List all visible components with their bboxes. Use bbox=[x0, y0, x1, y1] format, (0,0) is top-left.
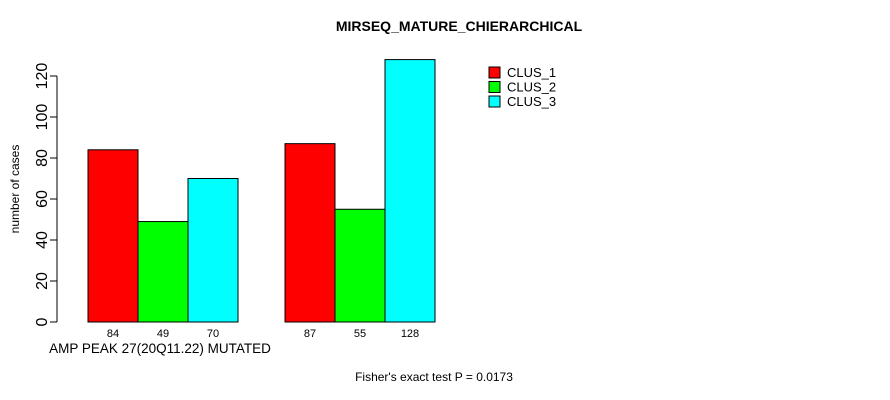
bar-CLUS_3-group1 bbox=[187, 178, 239, 323]
legend-label-CLUS_1: CLUS_1 bbox=[507, 65, 556, 80]
bar-value-label-CLUS_1-group2: 87 bbox=[304, 328, 316, 340]
bars-group bbox=[87, 59, 436, 323]
y-axis: 0 20 40 60 80 100 120 bbox=[34, 63, 58, 326]
chart-title: MIRSEQ_MATURE_CHIERARCHICAL bbox=[336, 18, 583, 34]
legend-label-CLUS_2: CLUS_2 bbox=[507, 80, 556, 95]
bar-CLUS_2-group1 bbox=[137, 221, 189, 323]
legend-label-CLUS_3: CLUS_3 bbox=[507, 94, 556, 109]
y-axis-tick-label: 80 bbox=[34, 149, 51, 167]
bar-value-label-CLUS_2-group1: 49 bbox=[157, 328, 169, 340]
y-axis-tick-label: 0 bbox=[34, 317, 51, 326]
legend-swatch-CLUS_3 bbox=[488, 95, 501, 108]
bar-CLUS_1-group2 bbox=[284, 143, 336, 323]
x-axis-label: AMP PEAK 27(20Q11.22) MUTATED bbox=[49, 341, 271, 356]
bar-value-label-CLUS_2-group2: 55 bbox=[354, 328, 366, 340]
legend-swatch-CLUS_1 bbox=[488, 66, 501, 79]
y-axis-tick-label: 40 bbox=[34, 231, 51, 249]
bar-value-labels: 84 87 49 55 70 128 bbox=[107, 328, 419, 340]
bar-value-label-CLUS_3-group1: 70 bbox=[207, 328, 219, 340]
y-axis-label: number of cases bbox=[8, 145, 22, 234]
y-axis-tick-label: 100 bbox=[34, 104, 51, 131]
y-axis-tick-label: 120 bbox=[34, 63, 51, 90]
bar-value-label-CLUS_1-group1: 84 bbox=[107, 328, 119, 340]
bar-CLUS_1-group1 bbox=[87, 149, 139, 323]
y-axis-tick-label: 20 bbox=[34, 272, 51, 290]
stat-annotation: Fisher's exact test P = 0.0173 bbox=[355, 370, 513, 384]
legend-swatch-CLUS_2 bbox=[488, 81, 501, 93]
y-axis-tick-label: 60 bbox=[34, 190, 51, 208]
bar-CLUS_3-group2 bbox=[384, 59, 436, 323]
bar-value-label-CLUS_3-group2: 128 bbox=[401, 328, 419, 340]
bar-CLUS_2-group2 bbox=[334, 208, 386, 323]
